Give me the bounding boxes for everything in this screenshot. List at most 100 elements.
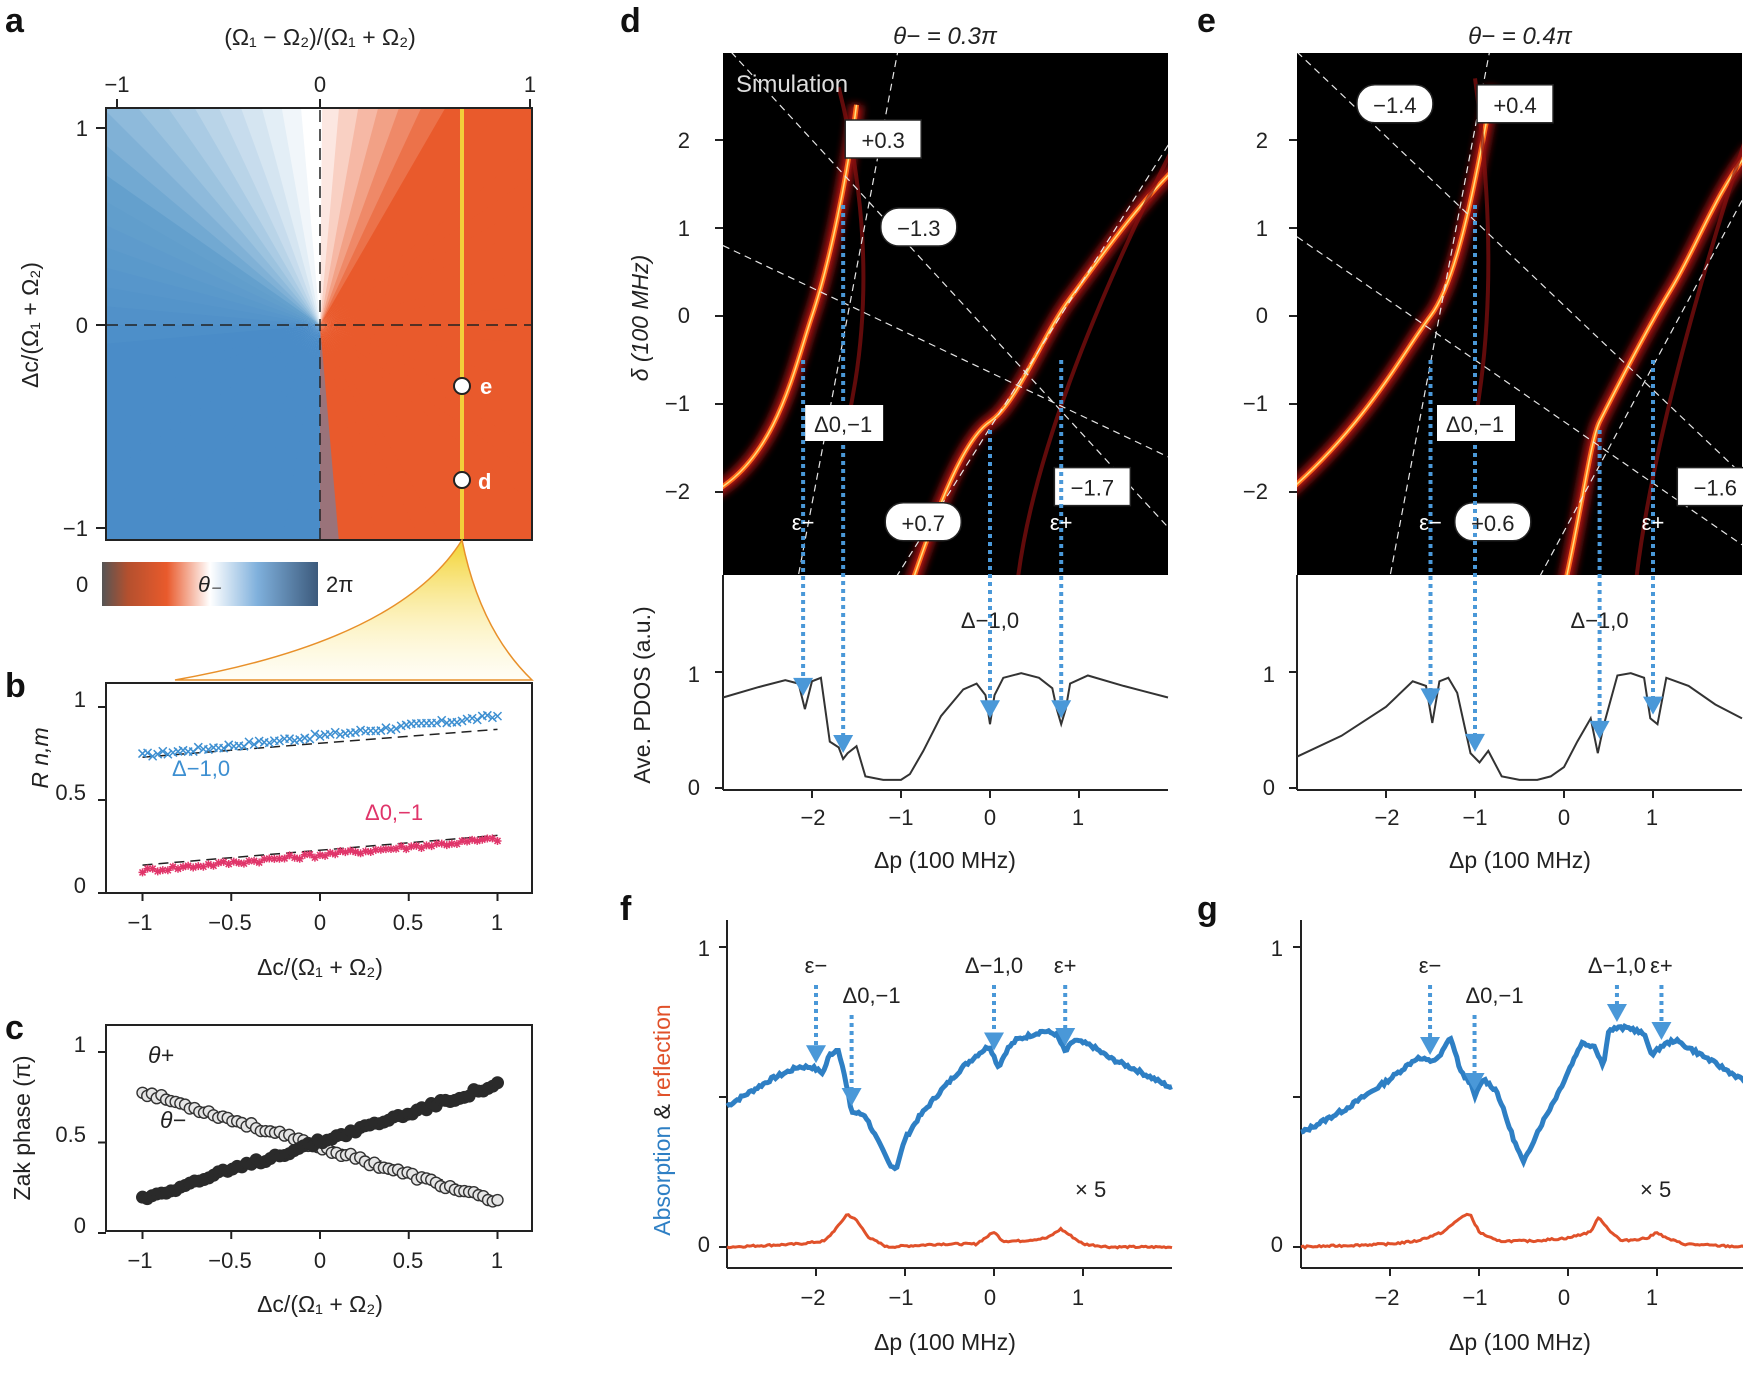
- arrow-label: Δ−1,0: [1571, 608, 1629, 633]
- arrow-head: [793, 677, 814, 696]
- arrow-head: [1589, 720, 1610, 739]
- data-point-star: [280, 854, 289, 863]
- panel-c-label: c: [5, 1009, 24, 1047]
- data-point-star: [356, 849, 365, 858]
- panel-b-xtick: 0: [314, 910, 326, 935]
- data-point-cross: [487, 713, 497, 723]
- data-point-star: [478, 835, 487, 844]
- value-box-label: −1.6: [1694, 476, 1737, 501]
- panel-g-ytick: 1: [1271, 936, 1283, 961]
- band-highlight: [1566, 159, 1742, 575]
- phase-wedge: [281, 108, 320, 325]
- data-point-star: [452, 839, 461, 848]
- panel-e-ytick: −1: [1243, 391, 1268, 416]
- data-point-cross: [472, 715, 482, 725]
- phase-wedge: [320, 176, 532, 325]
- phase-wedge: [320, 147, 532, 325]
- data-point-cross: [295, 735, 305, 745]
- arrow-label: ε+: [1054, 953, 1077, 978]
- panel-d-title: θ− = 0.3π: [893, 23, 998, 50]
- panel-d-xtick: 0: [984, 805, 996, 830]
- data-point-star: [265, 854, 274, 863]
- panel-g-text: g 1 0 −2 −1 0 1 Δp (100 MHz) × 5: [1197, 890, 1671, 1355]
- arrow-head: [1465, 733, 1485, 752]
- arrow-head: [1420, 1037, 1441, 1055]
- colorbar-symbol: θ₋: [198, 572, 222, 597]
- panel-e-ytick: 0: [1256, 303, 1268, 328]
- panel-e-text: e θ− = 0.4π 2 1 0 −1 −2 1 0 −2 −1 0 1 Δp…: [1197, 2, 1658, 873]
- panel-e-xtick: 0: [1558, 805, 1570, 830]
- phase-wedge: [106, 325, 320, 403]
- data-point-cross: [143, 748, 153, 758]
- data-point-star: [321, 851, 330, 860]
- panel-g-x-axis-label: Δp (100 MHz): [1449, 1329, 1591, 1355]
- phase-wedge: [320, 325, 532, 540]
- value-box: [844, 119, 922, 159]
- data-point-star: [397, 842, 406, 851]
- panel-g-xtick: 1: [1646, 1285, 1658, 1310]
- value-box: [880, 207, 958, 247]
- phase-wedge: [320, 108, 532, 325]
- data-point-star: [432, 839, 441, 848]
- panel-d-ytick: 2: [678, 128, 690, 153]
- value-box: [1053, 466, 1132, 507]
- data-point-star: [381, 845, 390, 854]
- value-box-label: +0.4: [1493, 93, 1536, 118]
- panel-a-ytick: −1: [63, 516, 88, 541]
- panel-a-phase-map: [106, 108, 532, 540]
- data-point-cross: [492, 711, 503, 721]
- arrow-head: [841, 1088, 862, 1106]
- panel-b-ytick: 1: [74, 687, 86, 712]
- colorbar: [102, 562, 318, 606]
- zoom-wedge: [174, 537, 534, 681]
- data-point-star: [209, 861, 218, 870]
- reflection-curve: [726, 1213, 1173, 1250]
- phase-wedge: [320, 306, 532, 328]
- theory-line: [142, 834, 498, 866]
- data-point-star: [422, 841, 431, 850]
- panel-f-graphics: ε− Δ0,−1 Δ−1,0 ε+: [719, 920, 1173, 1276]
- phase-wedge: [241, 108, 320, 325]
- phase-wedge: [106, 325, 320, 449]
- data-point-cross: [158, 746, 168, 756]
- phase-wedge: [320, 226, 532, 325]
- data-point-star: [229, 857, 238, 866]
- arrow-label: Δ−1,0: [965, 953, 1023, 978]
- data-point-star: [199, 862, 208, 871]
- panel-g-xtick: −1: [1462, 1285, 1487, 1310]
- band-faint: [1634, 143, 1742, 575]
- panel-a: a (Ω₁ − Ω₂)/(Ω₁ + Ω₂) −1 0 1 1 0 −1 Δc/(…: [5, 2, 536, 681]
- panel-d-graphics: +0.3 −1.3 +0.7 −1.7 ε− Δ0,−1 Δ−1,0 ε+: [715, 53, 1169, 798]
- dashed-guide: [731, 53, 1168, 528]
- panel-c-xtick: 0.5: [393, 1248, 424, 1273]
- arrow-label: Δ−1,0: [1588, 953, 1646, 978]
- panel-d-pdos-ytick: 1: [688, 662, 700, 687]
- value-box-label: +0.3: [861, 128, 904, 153]
- band-highlight: [1297, 87, 1494, 485]
- dashed-guide: [1297, 236, 1742, 546]
- data-point-cross: [432, 718, 442, 728]
- panel-a-label: a: [5, 2, 25, 40]
- band-highlight: [723, 104, 858, 488]
- panel-d-text: d θ− = 0.3π Simulation 2 1 0 −1 −2 δ (10…: [620, 2, 1084, 873]
- panel-e-ytick: 2: [1256, 128, 1268, 153]
- arrow-label: Δ0,−1: [843, 983, 901, 1008]
- panel-e-ytick: 1: [1256, 216, 1268, 241]
- panel-e-title: θ− = 0.4π: [1468, 23, 1573, 50]
- panel-c-xtick: 1: [491, 1248, 503, 1273]
- data-point-star: [376, 845, 385, 854]
- data-point-star: [143, 864, 152, 873]
- panel-e-xtick: −2: [1374, 805, 1399, 830]
- panel-c-x-axis-label: Δc/(Ω₁ + Ω₂): [257, 1291, 383, 1317]
- data-point-cross: [482, 710, 492, 720]
- phase-wedge: [320, 247, 532, 325]
- marker-d: [453, 471, 471, 489]
- panel-f-ytick: 0: [698, 1232, 710, 1257]
- band-faint: [1016, 153, 1168, 575]
- data-point-star: [214, 858, 223, 867]
- panel-f-y-axis-label: Absorption & reflection: [649, 1004, 675, 1235]
- heatmap-content: [1297, 53, 1742, 575]
- data-point-star: [437, 839, 446, 848]
- data-point-cross: [452, 717, 462, 727]
- panel-b-ytick: 0.5: [55, 780, 86, 805]
